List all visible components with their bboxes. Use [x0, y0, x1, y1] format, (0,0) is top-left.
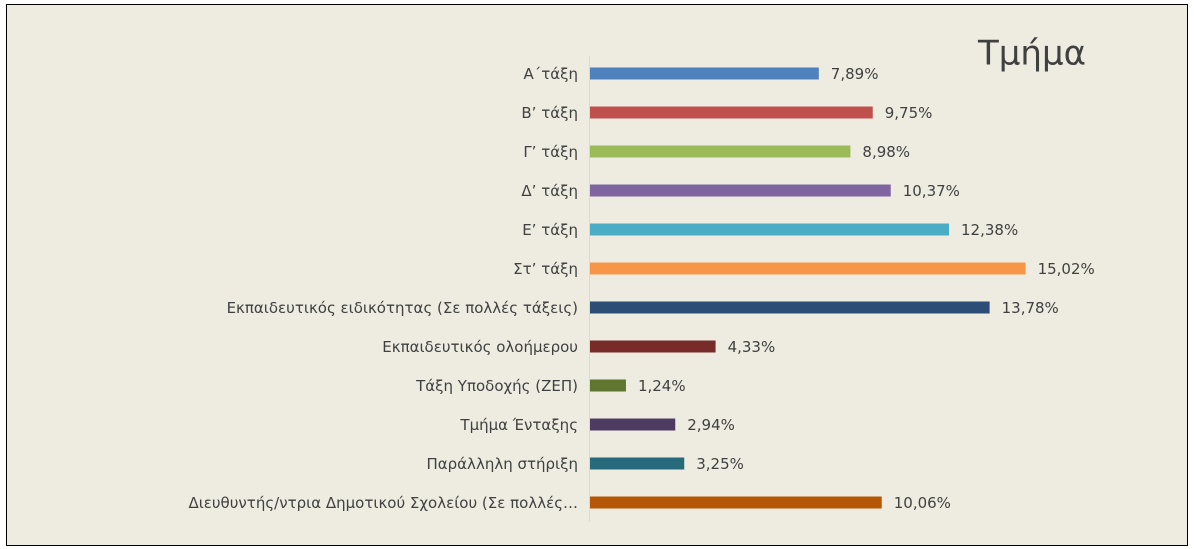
data-label: 10,37%: [903, 182, 960, 200]
bar: [590, 379, 626, 392]
bar: [590, 262, 1026, 275]
data-label: 13,78%: [1002, 299, 1059, 317]
category-label: Διευθυντής/ντρια Δημοτικού Σχολείου (Σε …: [188, 494, 578, 512]
data-label: 1,24%: [638, 377, 686, 395]
bar: [590, 145, 851, 158]
category-label: Β’ τάξη: [521, 104, 578, 122]
category-label: Α΄τάξη: [523, 65, 578, 83]
data-label: 10,06%: [894, 494, 951, 512]
data-label: 3,25%: [696, 455, 744, 473]
bar: [590, 223, 950, 236]
bar: [590, 301, 990, 314]
category-label: Παράλληλη στήριξη: [426, 455, 578, 473]
category-label: Εκπαιδευτικός ολοήμερου: [382, 338, 578, 356]
data-label: 4,33%: [728, 338, 776, 356]
bar: [590, 67, 819, 80]
bar: [590, 496, 882, 509]
bar: [590, 106, 873, 119]
data-label: 7,89%: [831, 65, 879, 83]
chart-title: Τμήμα: [977, 34, 1086, 74]
category-label: Στ’ τάξη: [513, 260, 578, 278]
data-label: 8,98%: [862, 143, 910, 161]
data-label: 9,75%: [885, 104, 933, 122]
category-label: Δ’ τάξη: [521, 182, 578, 200]
data-label: 12,38%: [961, 221, 1018, 239]
bar: [590, 184, 891, 197]
category-label: Ε’ τάξη: [522, 221, 578, 239]
bar: [590, 457, 685, 470]
category-label: Τμήμα Ένταξης: [459, 416, 578, 434]
data-label: 2,94%: [687, 416, 735, 434]
category-label: Τάξη Υποδοχής (ΖΕΠ): [415, 377, 578, 395]
data-label: 15,02%: [1038, 260, 1095, 278]
category-label: Γ’ τάξη: [523, 143, 578, 161]
bar: [590, 418, 676, 431]
category-label: Εκπαιδευτικός ειδικότητας (Σε πολλές τάξ…: [227, 299, 578, 317]
bar: [590, 340, 716, 353]
chart-area: [6, 4, 1188, 546]
